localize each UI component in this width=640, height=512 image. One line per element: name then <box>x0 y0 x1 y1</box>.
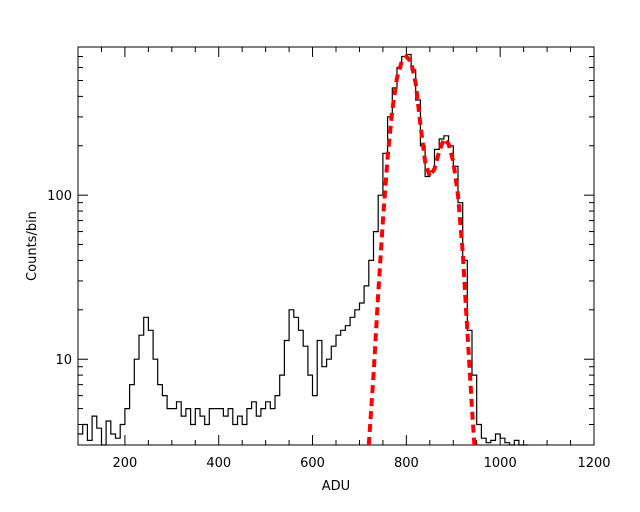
y-tick-label: 10 <box>55 353 72 368</box>
series-layer <box>78 53 529 446</box>
axis-ticks <box>77 46 595 446</box>
tick-labels: 200 400 600 800 1000 1200 10 100 <box>47 189 610 471</box>
x-tick-label: 400 <box>206 456 231 471</box>
histogram-line <box>78 53 529 446</box>
x-tick-label: 1200 <box>577 456 610 471</box>
x-tick-label: 600 <box>300 456 325 471</box>
y-axis-label: Counts/bin <box>25 211 40 281</box>
y-tick-label: 100 <box>47 189 72 204</box>
x-tick-label: 1000 <box>484 456 517 471</box>
x-tick-label: 200 <box>112 456 137 471</box>
x-tick-label: 800 <box>394 456 419 471</box>
fit-line <box>366 53 477 446</box>
plot-frame <box>77 46 595 446</box>
x-axis-label: ADU <box>322 479 350 494</box>
